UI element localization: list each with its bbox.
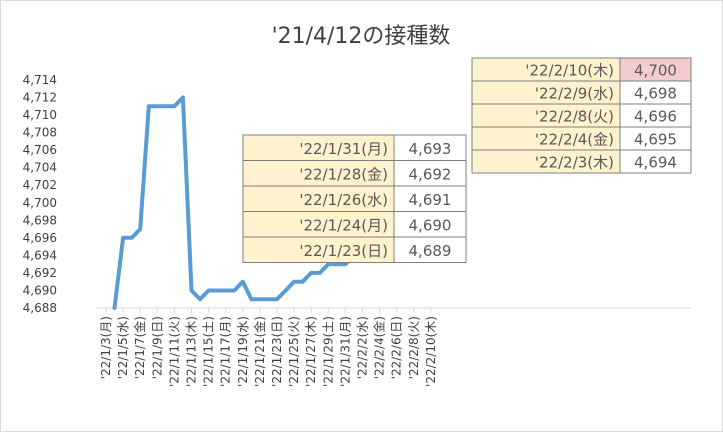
table-row-label: '22/2/10(木) [525, 62, 614, 80]
x-tick-label: '22/1/9(日) [150, 316, 164, 379]
y-tick-label: 4,688 [23, 301, 57, 315]
table-row-label: '22/1/31(月) [299, 140, 388, 158]
y-tick-label: 4,704 [23, 161, 57, 175]
x-tick-label: '22/1/21(金) [252, 316, 267, 387]
table-row-value: 4,689 [409, 242, 452, 260]
y-tick-label: 4,714 [23, 73, 57, 87]
x-tick-label: '22/2/2(水) [356, 316, 370, 379]
table-row-value: 4,696 [634, 108, 677, 126]
table-row-label: '22/2/4(金) [535, 131, 614, 149]
y-ticks: 4,688 4,690 4,692 4,694 4,696 4,698 4,700 4,702… [23, 73, 57, 315]
x-tick-label: '22/1/29(土) [321, 316, 335, 387]
x-tick-label: '22/2/6(日) [390, 316, 404, 379]
chart-title: '21/4/12の接種数 [272, 24, 451, 49]
y-tick-label: 4,712 [23, 91, 57, 105]
table-row-value: 4,692 [409, 165, 452, 183]
table-row-value: 4,691 [409, 191, 452, 209]
table-label-cell [242, 160, 395, 187]
table-value-cell [393, 236, 467, 263]
table-value-cell [393, 134, 467, 161]
x-tick-label: '22/1/15(土) [202, 316, 216, 387]
table-row-label: '22/1/24(月) [299, 216, 388, 234]
y-tick-label: 4,700 [23, 196, 57, 210]
table-row-label: '22/2/9(水) [535, 85, 614, 103]
x-tick-label: '22/1/13(木) [185, 316, 199, 387]
x-tick-label: '22/2/10(木) [424, 316, 438, 387]
y-tick-label: 4,692 [23, 266, 57, 280]
table-value-cell [393, 185, 467, 212]
table-row-value: 4,700 [634, 62, 677, 80]
y-tick-label: 4,706 [23, 143, 57, 157]
table-row-value: 4,690 [409, 216, 452, 234]
table-value-cell [393, 160, 467, 187]
x-tick-label: '22/2/8(火) [407, 316, 421, 379]
table-row-value: 4,695 [634, 131, 677, 149]
table-row-label: '22/1/26(水) [299, 191, 388, 209]
x-tick-label: '22/1/19(水) [236, 316, 250, 387]
table-row-label: '22/2/3(木) [535, 154, 614, 172]
y-tick-label: 4,696 [23, 231, 57, 245]
x-tick-label: '22/1/5(水) [116, 316, 130, 379]
x-tick-label: '22/1/27(木) [304, 316, 318, 387]
x-tick-label: '22/1/23(日) [270, 316, 284, 387]
x-tick-label: '22/1/11(火) [167, 316, 181, 387]
table-row-label: '22/1/28(金) [299, 165, 388, 183]
x-tick-label: '22/1/31(月) [338, 316, 352, 387]
table-label-cell [242, 134, 395, 161]
x-tick-label: '22/1/17(月) [219, 316, 233, 387]
data-tables: '22/2/10(木) 4,700 '22/2/9(水) 4,698 '22/2/8(火… [242, 57, 692, 263]
table-row-value: 4,693 [409, 140, 452, 158]
table-row-label: '22/1/23(日) [299, 242, 388, 260]
table-label-cell [242, 211, 395, 238]
x-tick-label: '22/1/3(月) [99, 316, 113, 379]
y-tick-label: 4,702 [23, 178, 57, 192]
table-value-cell [619, 149, 692, 174]
x-ticks: '22/1/3(月) '22/1/5(水) '22/1/7(金) '22/1/9(日)… [99, 308, 438, 387]
table-value-cell [393, 211, 467, 238]
table-row-value: 4,694 [634, 154, 677, 172]
x-tick-label: '22/1/7(金) [132, 316, 147, 379]
y-tick-label: 4,694 [23, 248, 57, 262]
table-row-value: 4,698 [634, 85, 677, 103]
x-tick-label: '22/2/4(金) [372, 316, 387, 379]
y-tick-label: 4,698 [23, 213, 57, 227]
x-tick-label: '22/1/25(火) [287, 316, 301, 387]
y-tick-label: 4,690 [23, 283, 57, 297]
table-row-label: '22/2/8(火) [535, 108, 614, 126]
y-tick-label: 4,710 [23, 108, 57, 122]
y-tick-label: 4,708 [23, 126, 57, 140]
